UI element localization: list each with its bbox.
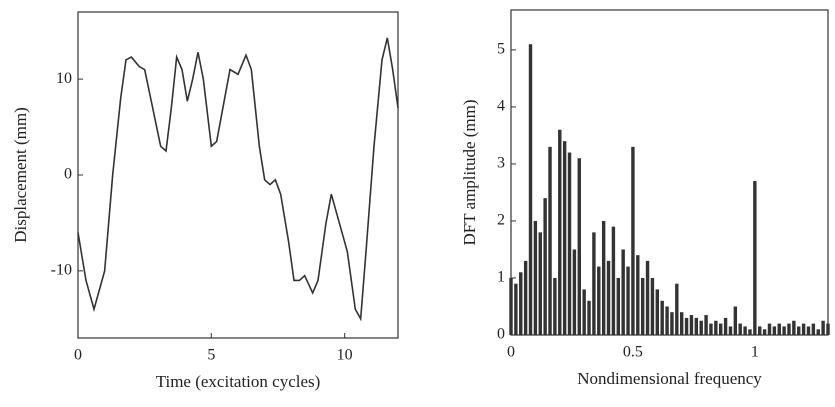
bar (772, 326, 777, 335)
bar (675, 283, 679, 335)
bar (738, 323, 742, 335)
bar (782, 326, 786, 335)
bar (753, 181, 757, 335)
x-tick-label: 5 (207, 347, 215, 364)
bar (587, 300, 591, 335)
bar (748, 329, 752, 335)
bar (538, 232, 542, 335)
bar (665, 306, 669, 335)
x-axis-label: Nondimensional frequency (577, 369, 762, 388)
bar (621, 249, 625, 335)
x-tick-label: 0 (507, 344, 515, 361)
bar (601, 220, 606, 335)
y-tick-label: 5 (497, 41, 505, 58)
bar (704, 315, 708, 335)
bar (611, 226, 616, 335)
bar (582, 289, 586, 335)
bar (650, 277, 655, 335)
bar (806, 326, 811, 335)
bar (548, 146, 552, 335)
bar (626, 266, 630, 335)
bar (670, 312, 674, 335)
bar (777, 323, 781, 335)
bar (689, 315, 694, 335)
bar (801, 323, 806, 335)
bar (616, 277, 620, 335)
bar (592, 232, 596, 335)
bar (597, 266, 601, 335)
y-tick-label: 3 (497, 155, 505, 172)
bar (562, 141, 567, 335)
bar (655, 289, 660, 335)
bar (699, 320, 703, 335)
bar (723, 317, 728, 335)
x-tick-label: 0 (74, 347, 82, 364)
bar (719, 323, 723, 335)
bar (767, 323, 772, 335)
bar (528, 44, 533, 336)
x-tick-label: 10 (337, 347, 353, 364)
bar (572, 249, 577, 335)
bar (816, 329, 820, 335)
bar (577, 158, 581, 335)
bar (762, 329, 767, 335)
y-tick-label: 2 (497, 212, 505, 229)
bar (640, 277, 645, 335)
bar (514, 283, 518, 335)
bar (631, 146, 635, 335)
y-tick-label: 10 (56, 70, 72, 87)
bar (567, 152, 572, 335)
line (77, 37, 399, 322)
y-tick-label: -10 (51, 262, 72, 279)
bar (636, 255, 640, 335)
bar (821, 320, 825, 335)
bar (679, 312, 684, 335)
x-axis-label: Time (excitation cycles) (156, 372, 321, 391)
bar (684, 317, 689, 335)
bar (558, 129, 562, 335)
bar (553, 277, 557, 335)
bar (606, 260, 611, 335)
y-axis-label: Displacement (mm) (11, 107, 30, 243)
bar (714, 320, 718, 335)
bar (797, 326, 801, 335)
y-tick-label: 0 (497, 326, 505, 343)
bar (519, 272, 523, 335)
bar (758, 326, 762, 335)
y-axis-label: DFT amplitude (mm) (460, 99, 479, 245)
bar (733, 306, 738, 335)
bar (728, 326, 733, 335)
y-tick-label: 0 (64, 166, 72, 183)
y-tick-label: 4 (497, 98, 505, 115)
bar (792, 320, 796, 335)
axes-frame (77, 11, 399, 339)
x-tick-label: 1 (751, 344, 759, 361)
bar (694, 317, 699, 335)
x-tick-label: 0.5 (623, 344, 643, 361)
bar (709, 323, 713, 335)
bar (811, 323, 816, 335)
y-tick-label: 1 (497, 269, 505, 286)
bar (743, 326, 747, 335)
axes-frame (510, 9, 829, 336)
bar (660, 300, 664, 335)
bar (523, 260, 528, 335)
bar (543, 198, 547, 335)
bar (645, 260, 650, 335)
bar (533, 220, 538, 335)
bar (787, 323, 791, 335)
